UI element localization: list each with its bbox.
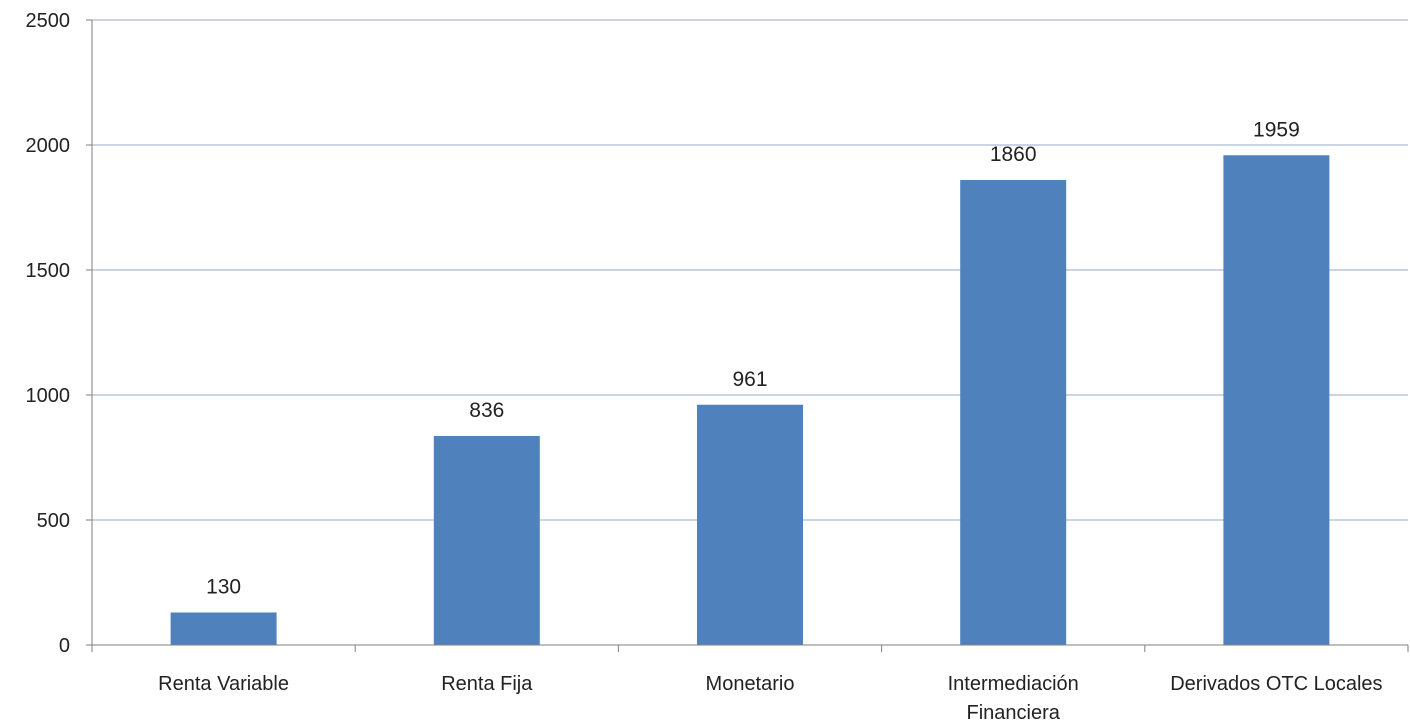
data-label: 1860 bbox=[990, 143, 1037, 166]
bar bbox=[433, 436, 540, 645]
data-label: 1959 bbox=[1253, 118, 1300, 141]
x-category-label: Intermediación bbox=[948, 673, 1079, 695]
bar bbox=[697, 404, 803, 645]
axes bbox=[86, 19, 1409, 652]
y-tick-label: 2500 bbox=[26, 10, 71, 32]
y-tick-label: 1000 bbox=[26, 385, 71, 407]
bar bbox=[960, 180, 1067, 645]
y-tick-label: 500 bbox=[37, 510, 70, 532]
y-tick-label: 1500 bbox=[26, 260, 71, 282]
y-tick-label: 2000 bbox=[26, 135, 71, 157]
data-label: 836 bbox=[469, 399, 504, 422]
bars bbox=[170, 155, 1330, 645]
x-category-label: Derivados OTC Locales bbox=[1170, 673, 1382, 695]
labels: 0 500 1000 1500 2000 2500 130 Renta Variable 836… bbox=[26, 10, 1383, 724]
x-category-label: Renta Fija bbox=[441, 673, 533, 695]
bar bbox=[1223, 155, 1330, 645]
y-tick-label: 0 bbox=[59, 635, 70, 657]
data-label: 130 bbox=[206, 576, 241, 599]
data-label: 961 bbox=[732, 368, 767, 391]
gridlines bbox=[92, 19, 1408, 521]
x-category-label: Monetario bbox=[706, 673, 795, 695]
x-category-label: Renta Variable bbox=[158, 673, 289, 695]
bar bbox=[170, 612, 277, 645]
x-category-label: Financiera bbox=[967, 702, 1061, 724]
